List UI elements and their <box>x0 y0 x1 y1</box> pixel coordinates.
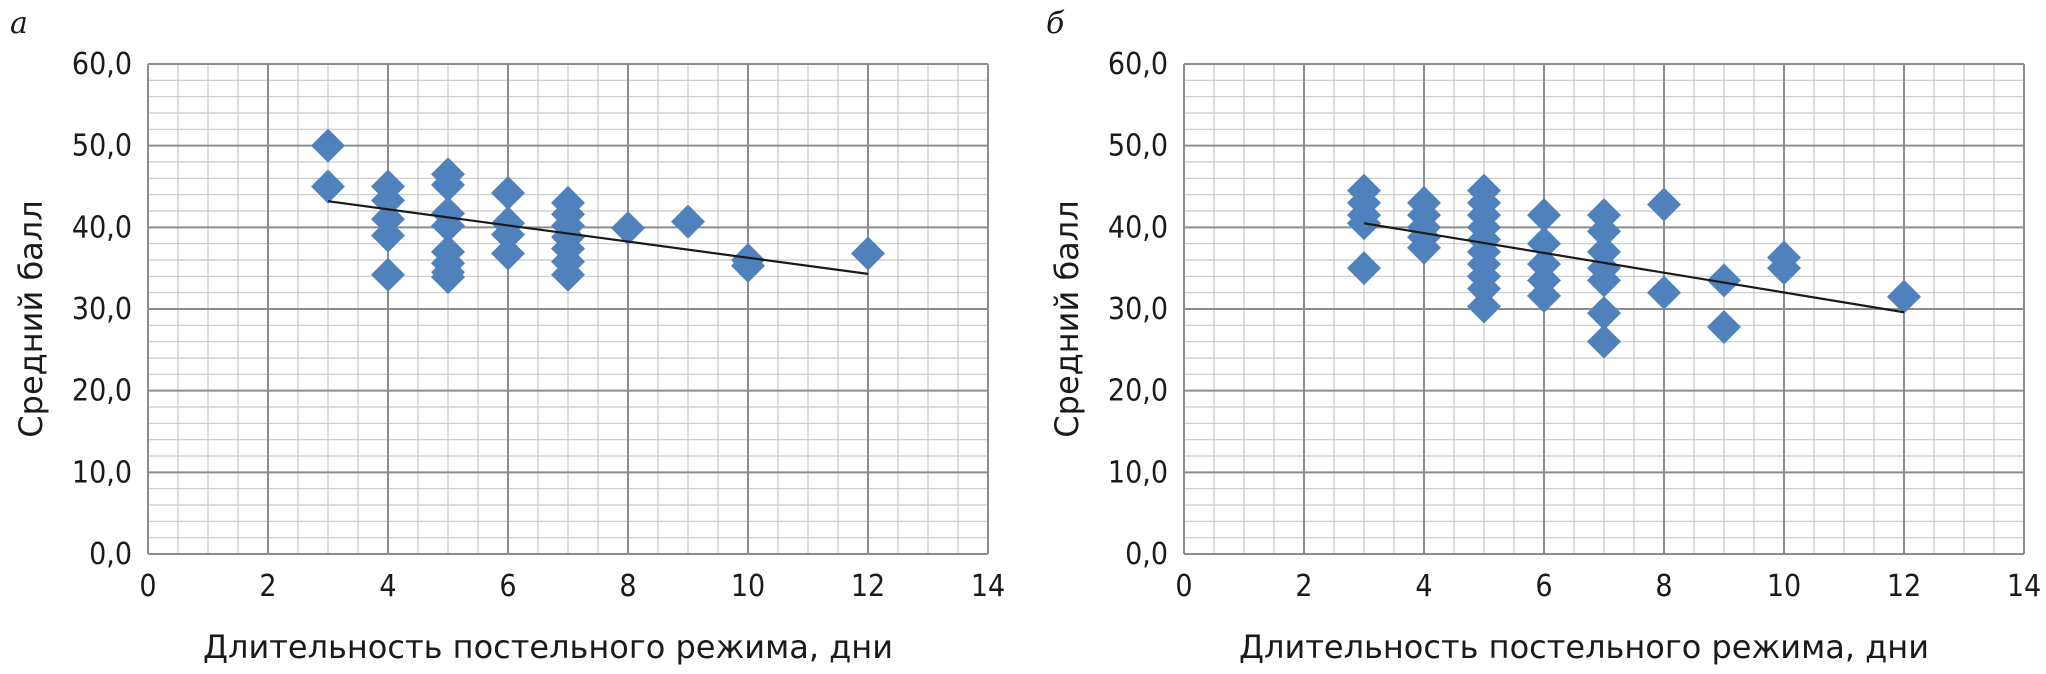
data-point <box>1647 275 1681 310</box>
data-point <box>431 260 465 295</box>
y-tick-label: 10,0 <box>1108 455 1168 490</box>
x-axis-title: Длительность постельного режима, дни <box>1239 628 1929 666</box>
y-tick-label: 50,0 <box>1108 129 1168 164</box>
scatter-chart: 0 2 4 6 8 10 12 14 0,0 10,0 20,0 30,0 40,0 50,0 60,0 Дл… <box>12 47 1005 666</box>
data-point <box>311 169 345 204</box>
y-tick-label: 40,0 <box>72 210 132 245</box>
y-tick-label: 40,0 <box>1108 210 1168 245</box>
data-point <box>1467 289 1501 324</box>
x-tick-label: 8 <box>1655 569 1672 604</box>
data-point <box>851 236 885 271</box>
x-tick-label: 6 <box>1535 569 1552 604</box>
data-point <box>1587 324 1621 359</box>
y-axis-title: Средний балл <box>12 200 50 437</box>
chart-panel-a: а 0 2 4 6 8 10 12 14 0,0 10,0 20,0 30,0 40,0 50,0 60,0… <box>0 0 1010 674</box>
data-point <box>491 236 525 271</box>
data-points <box>1347 173 1921 359</box>
x-tick-label: 4 <box>379 569 396 604</box>
data-point <box>1587 263 1621 298</box>
x-tick-label: 2 <box>1295 569 1312 604</box>
x-tick-label: 0 <box>139 569 156 604</box>
data-point <box>371 218 405 253</box>
y-tick-label: 10,0 <box>72 455 132 490</box>
chart-panel-b: б 0 2 4 6 8 10 12 14 0,0 10,0 20,0 30,0 40,0 50,0 60,0… <box>1036 0 2046 674</box>
data-point <box>371 257 405 292</box>
x-tick-label: 14 <box>2007 569 2041 604</box>
data-point <box>731 248 765 283</box>
y-tick-label: 0,0 <box>1125 537 1168 572</box>
data-point <box>1407 230 1441 265</box>
trendline <box>327 200 869 275</box>
y-tick-label: 50,0 <box>72 129 132 164</box>
y-tick-label: 20,0 <box>72 374 132 409</box>
data-point <box>611 211 645 246</box>
data-point <box>1647 187 1681 222</box>
data-point <box>671 204 705 239</box>
data-point <box>1527 198 1561 233</box>
data-point <box>1707 309 1741 344</box>
data-point <box>311 128 345 163</box>
y-tick-label: 0,0 <box>89 537 132 572</box>
data-point <box>1707 263 1741 298</box>
data-point <box>431 167 465 202</box>
y-tick-label: 20,0 <box>1108 374 1168 409</box>
y-tick-label: 60,0 <box>72 47 132 82</box>
data-point <box>1587 214 1621 249</box>
data-point <box>1347 251 1381 286</box>
data-point <box>1527 278 1561 313</box>
scatter-chart: 0 2 4 6 8 10 12 14 0,0 10,0 20,0 30,0 40,0 50,0 60,0 Дл… <box>1048 47 2041 666</box>
x-tick-label: 12 <box>851 569 885 604</box>
data-point <box>1587 296 1621 331</box>
major-grid <box>147 63 989 555</box>
x-tick-label: 6 <box>499 569 516 604</box>
y-tick-label: 30,0 <box>72 292 132 327</box>
x-tick-label: 8 <box>619 569 636 604</box>
panel-letter: а <box>10 6 28 41</box>
x-tick-label: 0 <box>1175 569 1192 604</box>
y-tick-label: 60,0 <box>1108 47 1168 82</box>
x-tick-label: 12 <box>1887 569 1921 604</box>
x-tick-label: 4 <box>1415 569 1432 604</box>
y-axis-title: Средний балл <box>1048 200 1086 437</box>
x-axis-title: Длительность постельного режима, дни <box>203 628 893 666</box>
panel-letter: б <box>1046 6 1065 41</box>
x-tick-label: 10 <box>1767 569 1801 604</box>
x-tick-label: 14 <box>971 569 1005 604</box>
data-point <box>1467 271 1501 306</box>
x-tick-label: 2 <box>259 569 276 604</box>
major-grid <box>1183 63 2025 555</box>
x-tick-label: 10 <box>731 569 765 604</box>
y-tick-label: 30,0 <box>1108 292 1168 327</box>
trendline <box>1363 222 1905 314</box>
data-point <box>1767 251 1801 286</box>
data-point <box>1887 279 1921 314</box>
data-point <box>551 257 585 292</box>
data-point <box>491 176 525 211</box>
